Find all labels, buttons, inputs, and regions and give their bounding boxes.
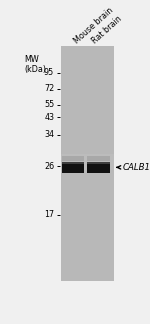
FancyBboxPatch shape	[62, 162, 84, 164]
FancyBboxPatch shape	[62, 156, 84, 160]
Text: 34: 34	[44, 131, 54, 139]
Text: 43: 43	[44, 113, 54, 122]
Text: 26: 26	[44, 162, 54, 171]
Text: 55: 55	[44, 100, 54, 110]
Text: 72: 72	[44, 84, 54, 93]
Text: MW
(kDa): MW (kDa)	[25, 55, 46, 75]
Text: Rat brain: Rat brain	[90, 14, 123, 45]
FancyBboxPatch shape	[87, 162, 110, 164]
FancyBboxPatch shape	[61, 46, 114, 281]
Text: Mouse brain: Mouse brain	[72, 6, 115, 45]
Text: 95: 95	[44, 68, 54, 77]
FancyBboxPatch shape	[61, 154, 114, 170]
Text: CALB1: CALB1	[123, 163, 150, 172]
Text: 17: 17	[44, 210, 54, 219]
FancyBboxPatch shape	[62, 162, 84, 173]
FancyBboxPatch shape	[87, 156, 110, 160]
FancyBboxPatch shape	[87, 162, 110, 173]
